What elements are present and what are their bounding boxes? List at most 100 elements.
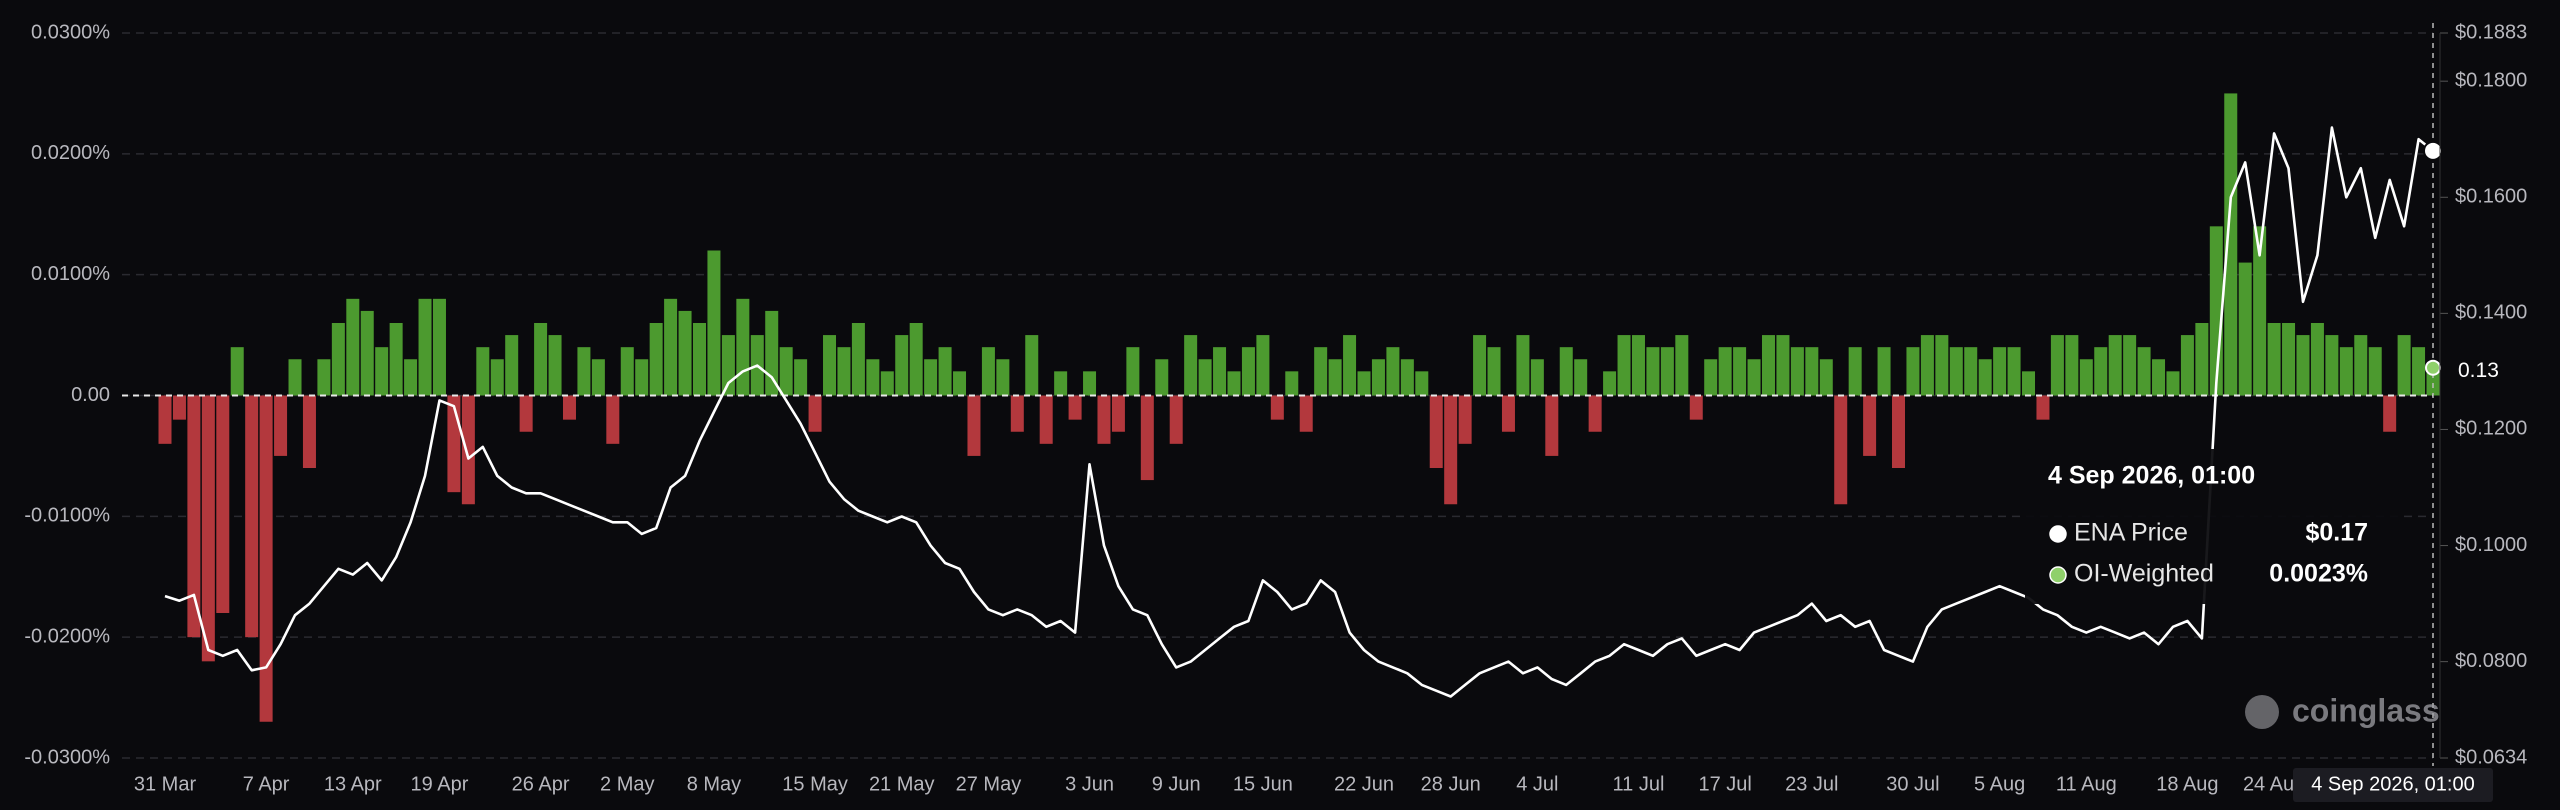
bar	[1920, 335, 1934, 396]
bar	[1978, 359, 1992, 396]
bar	[1256, 335, 1270, 396]
bar	[519, 395, 533, 432]
y2-tick-label: $0.0800	[2455, 650, 2527, 672]
bar	[1834, 395, 1848, 505]
bar	[1863, 395, 1877, 456]
bar	[808, 395, 822, 432]
bar	[1501, 395, 1515, 432]
bar	[317, 359, 331, 396]
y-tick-label: 0.0300%	[31, 21, 110, 43]
x-tick-label: 28 Jun	[1421, 773, 1481, 795]
tooltip: 4 Sep 2026, 01:00 ENA Price $0.17 OI-Weight…	[2025, 449, 2400, 604]
bar	[2079, 359, 2093, 396]
x-tick-label: 24 Aug	[2243, 773, 2305, 795]
bar	[2180, 335, 2194, 396]
bar	[1227, 371, 1241, 396]
bar	[158, 395, 172, 444]
tooltip-value: 0.0023%	[2269, 560, 2368, 588]
bar	[1155, 359, 1169, 396]
x-tick-label: 30 Jul	[1886, 773, 1939, 795]
bar	[1328, 359, 1342, 396]
bar	[1213, 347, 1227, 396]
x-tick-label: 17 Jul	[1698, 773, 1751, 795]
bar	[1790, 347, 1804, 396]
x-tick-label: 5 Aug	[1974, 773, 2025, 795]
bar	[418, 298, 432, 396]
bar	[1039, 395, 1053, 444]
bar	[1415, 371, 1429, 396]
bar	[490, 359, 504, 396]
bar	[230, 347, 244, 396]
bar	[1444, 395, 1458, 505]
bar	[635, 359, 649, 396]
bar	[2325, 335, 2339, 396]
bar	[562, 395, 576, 420]
bar	[2267, 323, 2281, 396]
bar	[1299, 395, 1313, 432]
y-tick-label: 0.00	[71, 384, 110, 406]
x-tick-label: 19 Apr	[411, 773, 469, 795]
tooltip-box	[2025, 449, 2400, 604]
bar	[245, 395, 259, 638]
bar	[1126, 347, 1140, 396]
tooltip-title: 4 Sep 2026, 01:00	[2048, 462, 2255, 490]
bar	[476, 347, 490, 396]
x-tick-label: 3 Jun	[1065, 773, 1114, 795]
bar	[1877, 347, 1891, 396]
bar	[620, 347, 634, 396]
bar	[938, 347, 952, 396]
bar	[1993, 347, 2007, 396]
bar	[302, 395, 316, 468]
y-tick-label: -0.0100%	[24, 505, 110, 527]
bar	[1660, 347, 1674, 396]
bar	[2195, 323, 2209, 396]
tooltip-dot	[2049, 525, 2067, 543]
bar	[1545, 395, 1559, 456]
x-tick-label: 4 Sep 2026, 01:00	[2311, 773, 2474, 795]
bar	[1371, 359, 1385, 396]
bar	[2137, 347, 2151, 396]
bar	[837, 347, 851, 396]
bar	[1184, 335, 1198, 396]
bar	[534, 323, 548, 396]
bar	[1429, 395, 1443, 468]
bar	[1588, 395, 1602, 432]
bar	[2007, 347, 2021, 396]
bar	[1949, 347, 1963, 396]
bar	[591, 359, 605, 396]
bar	[1083, 371, 1097, 396]
bar	[201, 395, 215, 662]
bar	[1819, 359, 1833, 396]
bar	[172, 395, 186, 420]
bar	[2253, 226, 2267, 396]
bar	[1617, 335, 1631, 396]
x-tick-label: 4 Jul	[1516, 773, 1558, 795]
funding-dot	[2425, 359, 2441, 376]
bar	[1198, 359, 1212, 396]
bar	[1400, 359, 1414, 396]
bar	[707, 250, 721, 396]
y-tick-label: -0.0200%	[24, 625, 110, 647]
bar	[216, 395, 230, 613]
bar	[996, 359, 1010, 396]
y2-tick-label: $0.1600	[2455, 186, 2527, 208]
bar	[1761, 335, 1775, 396]
bar	[606, 395, 620, 444]
bar	[1892, 395, 1906, 468]
bar	[664, 298, 678, 396]
y-tick-label: 0.0100%	[31, 263, 110, 285]
bar	[1097, 395, 1111, 444]
bar	[823, 335, 837, 396]
y2-tick-label: $0.1200	[2455, 418, 2527, 440]
x-tick-label: 15 May	[782, 773, 848, 795]
bar	[1010, 395, 1024, 432]
bar	[1733, 347, 1747, 396]
bar	[953, 371, 967, 396]
bar	[2108, 335, 2122, 396]
x-tick-label: 9 Jun	[1152, 773, 1201, 795]
x-tick-label: 11 Jul	[1613, 773, 1665, 795]
bar	[375, 347, 389, 396]
bar	[288, 359, 302, 396]
